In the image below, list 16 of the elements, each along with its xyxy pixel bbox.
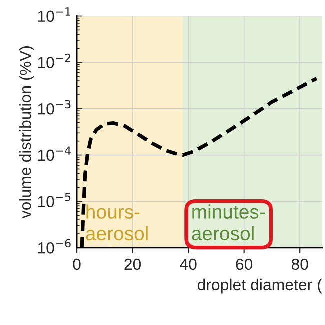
x-tick-label: 20 [124,258,142,270]
line-series [80,76,319,248]
x-tick-label: 0 [73,258,81,270]
band-label: hours- aerosol [86,204,148,241]
x-tick-label: 40 [180,258,197,270]
y-tick-label: 10$^{−4}$ [38,146,71,162]
y-tick-label: 10$^{−2}$ [38,54,70,68]
y-tick-label: 10$^{−3}$ [38,100,71,115]
y-tick-label: 10$^{−5}$ [38,193,71,208]
band-label: minutes- aerosol [192,204,266,241]
x-tick-label: 60 [236,258,253,270]
y-tick-label: 10$^{−6}$ [38,239,71,254]
y-axis-title: volume distribution (%V) [20,46,34,219]
x-tick-label: 80 [292,258,308,270]
x-axis-title: droplet diameter ( [198,278,322,294]
y-tick-label: 10$^{−1}$ [38,8,71,22]
